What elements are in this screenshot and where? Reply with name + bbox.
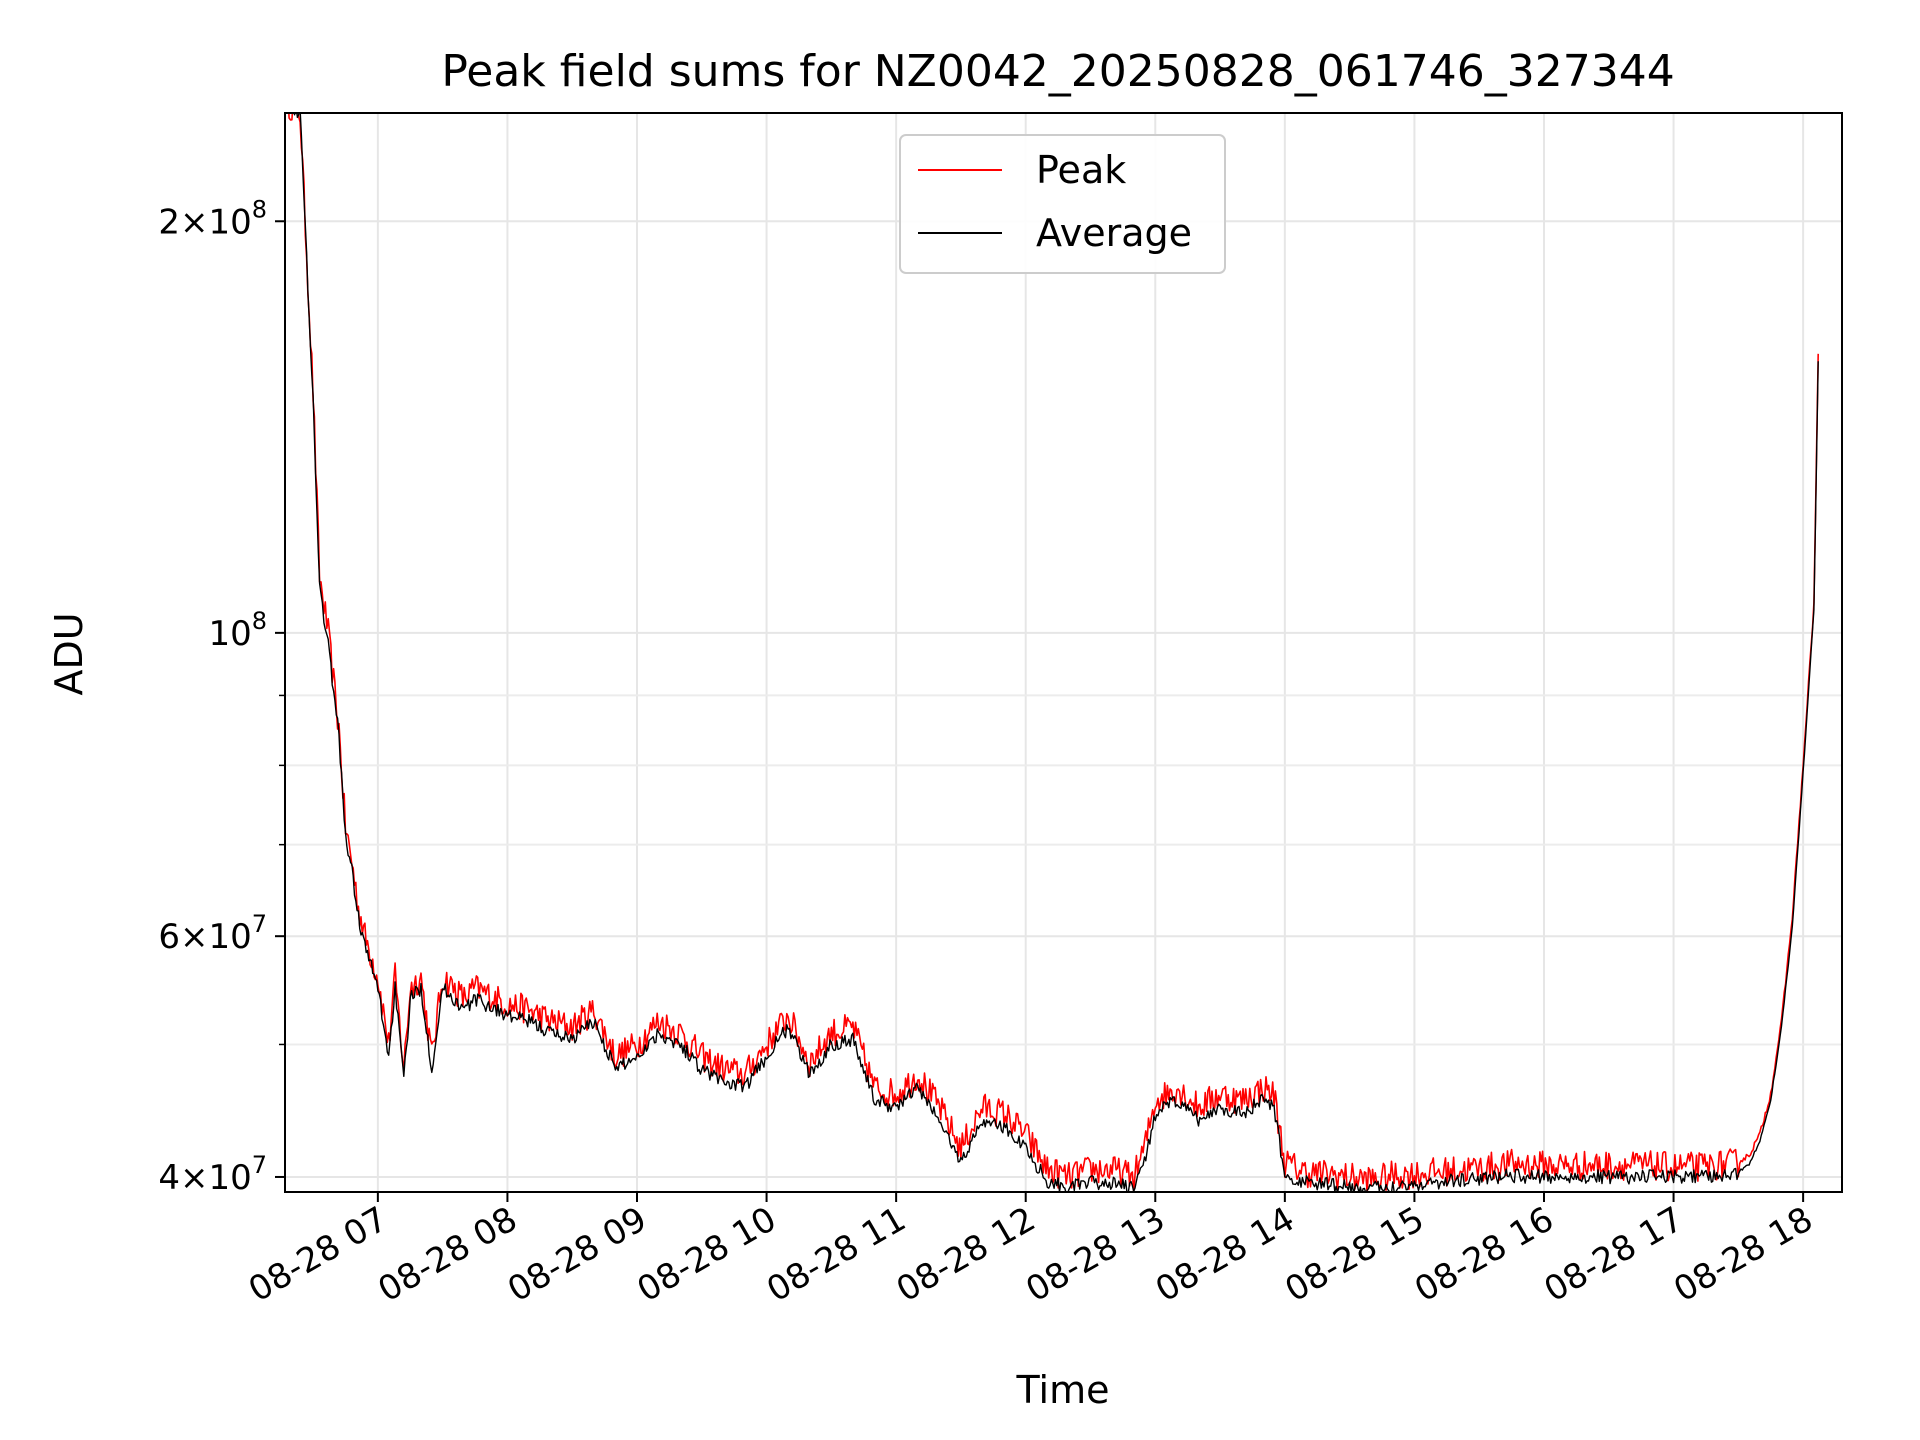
y-tick-label: 108 <box>208 607 267 654</box>
y-tick-label: 2×108 <box>158 195 267 242</box>
legend: Peak Average <box>899 134 1226 274</box>
x-axis-label: Time <box>1016 1368 1110 1412</box>
series-line-average <box>293 113 1819 1192</box>
y-tick-label: 4×107 <box>158 1151 267 1198</box>
y-tick-label: 6×107 <box>158 910 267 957</box>
grid-layer <box>285 113 1842 1192</box>
chart-title: Peak field sums for NZ0042_20250828_0617… <box>441 46 1674 97</box>
y-axis-label: ADU <box>47 612 91 695</box>
series-layer <box>288 113 1819 1192</box>
plot-frame <box>284 112 1843 1193</box>
series-line-peak <box>288 113 1819 1192</box>
y-axis: 4×107 6×107 108 2×108 <box>158 195 285 1198</box>
legend-label-peak: Peak <box>1036 148 1126 192</box>
legend-label-average: Average <box>1036 211 1192 255</box>
